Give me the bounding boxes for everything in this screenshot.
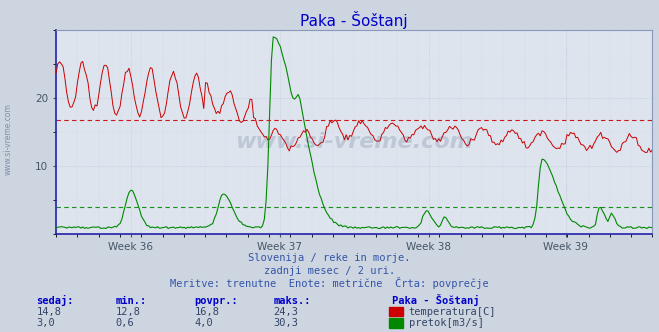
Title: Paka - Šoštanj: Paka - Šoštanj	[301, 11, 408, 29]
Text: zadnji mesec / 2 uri.: zadnji mesec / 2 uri.	[264, 266, 395, 276]
Text: 4,0: 4,0	[194, 318, 213, 328]
Text: Slovenija / reke in morje.: Slovenija / reke in morje.	[248, 253, 411, 263]
Text: maks.:: maks.:	[273, 296, 311, 306]
Text: www.si-vreme.com: www.si-vreme.com	[4, 104, 13, 175]
Text: pretok[m3/s]: pretok[m3/s]	[409, 318, 484, 328]
Text: 30,3: 30,3	[273, 318, 299, 328]
Text: 3,0: 3,0	[36, 318, 55, 328]
Text: 0,6: 0,6	[115, 318, 134, 328]
Text: povpr.:: povpr.:	[194, 296, 238, 306]
Text: 14,8: 14,8	[36, 307, 61, 317]
Text: Paka - Šoštanj: Paka - Šoštanj	[392, 294, 480, 306]
Text: 24,3: 24,3	[273, 307, 299, 317]
Text: Meritve: trenutne  Enote: metrične  Črta: povprečje: Meritve: trenutne Enote: metrične Črta: …	[170, 277, 489, 289]
Text: sedaj:: sedaj:	[36, 295, 74, 306]
Text: temperatura[C]: temperatura[C]	[409, 307, 496, 317]
Text: www.si-vreme.com: www.si-vreme.com	[235, 132, 473, 152]
Text: min.:: min.:	[115, 296, 146, 306]
Text: 12,8: 12,8	[115, 307, 140, 317]
Text: 16,8: 16,8	[194, 307, 219, 317]
